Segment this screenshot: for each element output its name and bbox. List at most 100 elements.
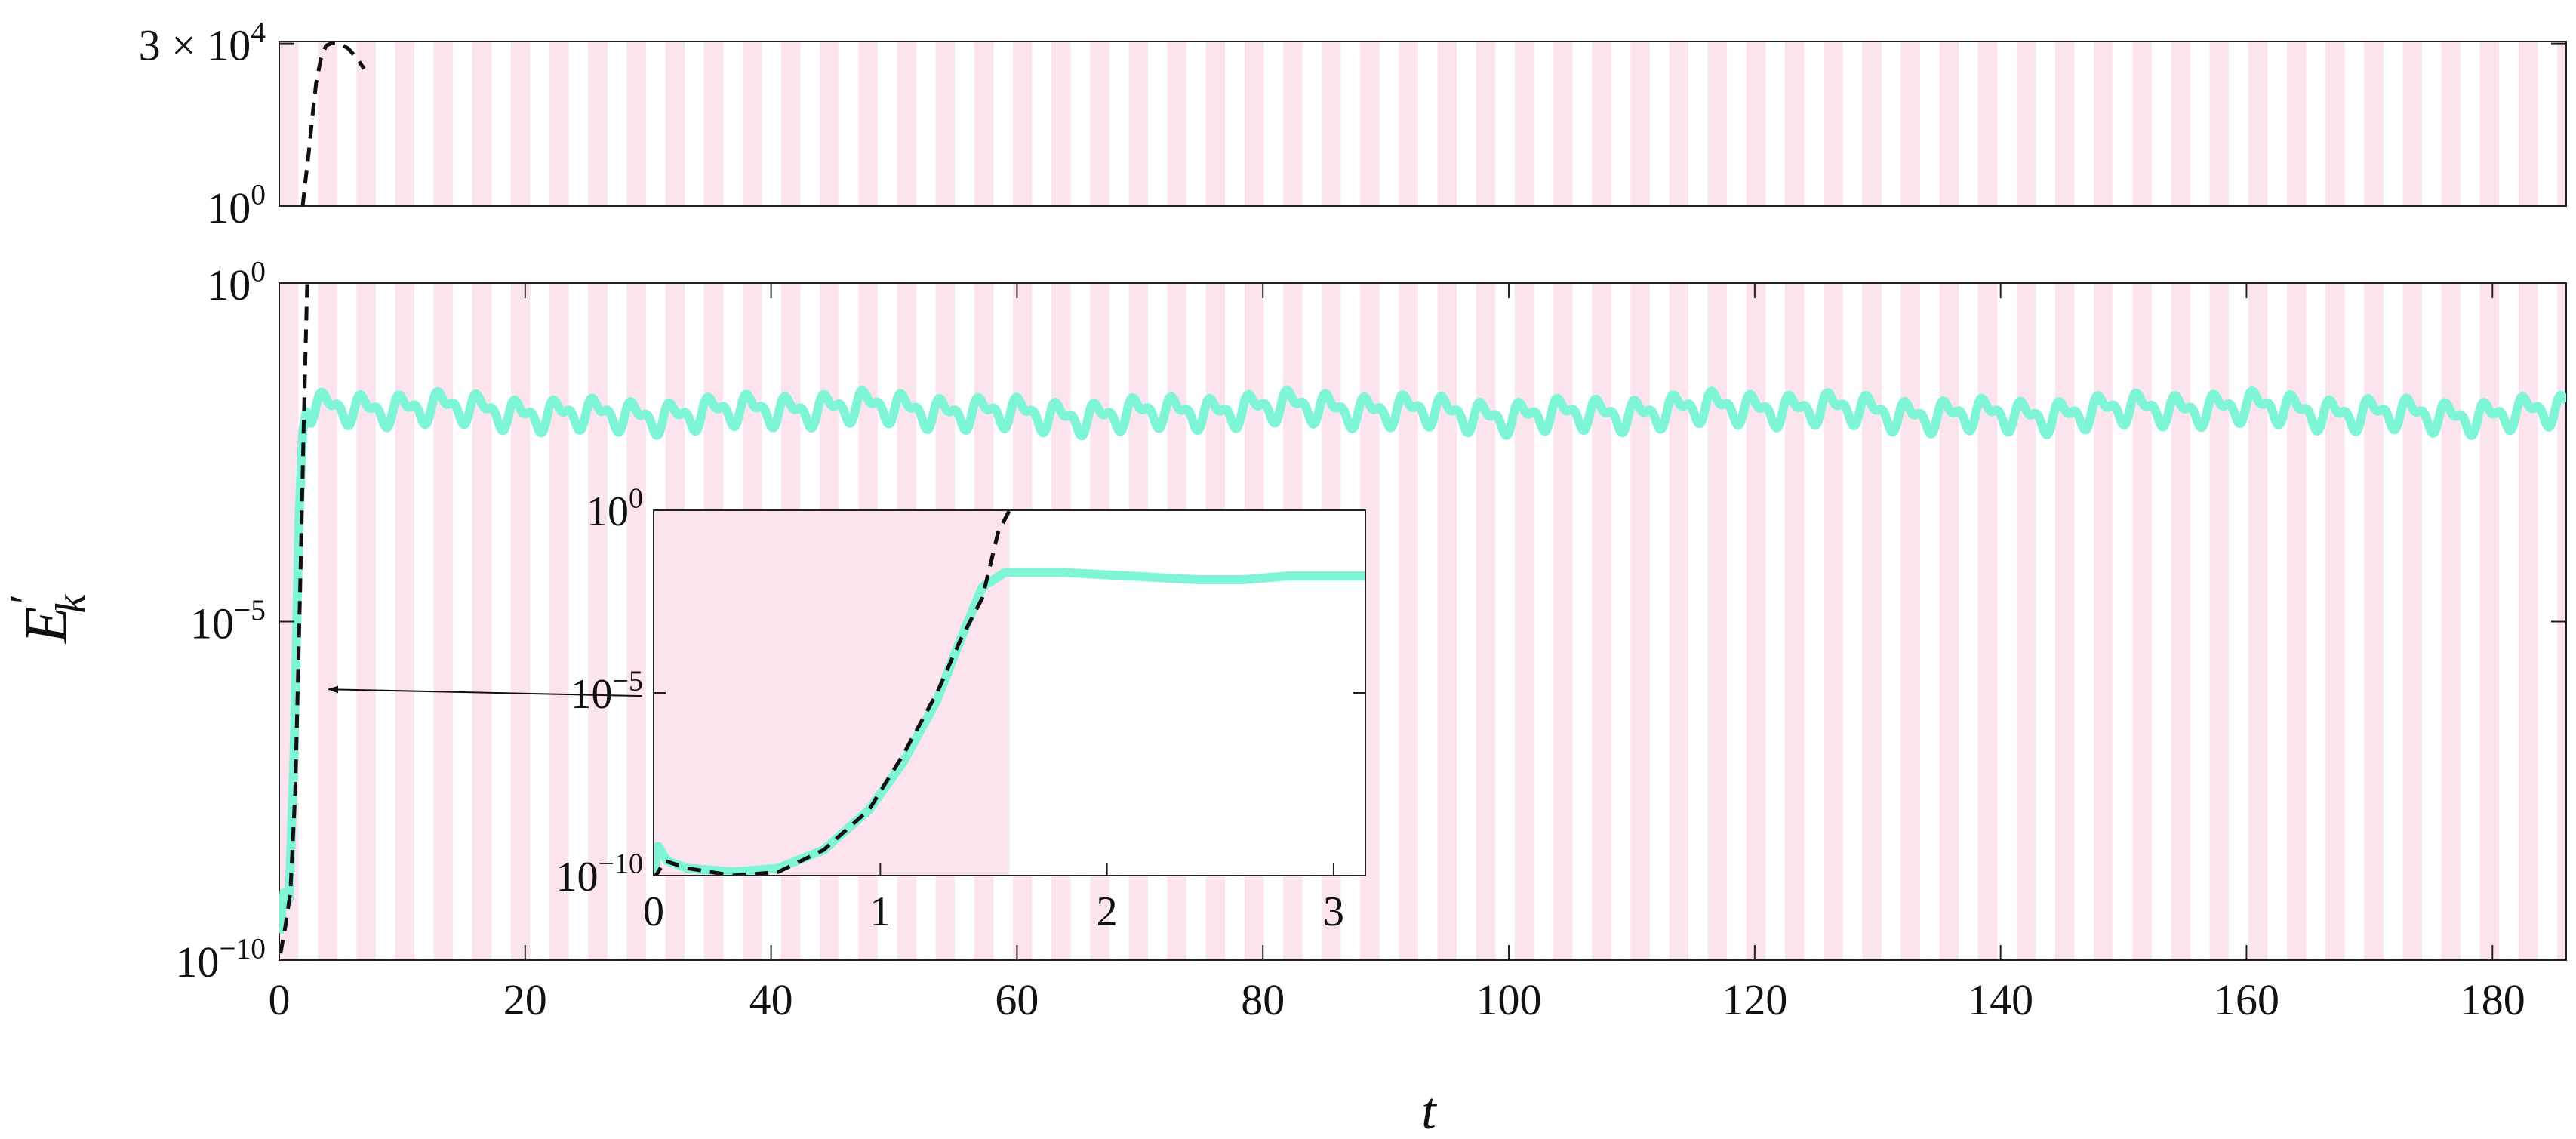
main-shading-band xyxy=(2209,283,2230,960)
main-shading-band xyxy=(472,283,492,960)
top-shading-band xyxy=(433,42,454,206)
top-shading-band xyxy=(2248,42,2268,206)
top-shading-band xyxy=(1090,42,1109,206)
main-shading-band xyxy=(2054,283,2075,960)
top-shading-band xyxy=(2094,42,2113,206)
top-shading-band xyxy=(1514,42,1534,206)
top-shading-band xyxy=(1746,42,1766,206)
main-shading-band xyxy=(2441,283,2461,960)
main-series-group xyxy=(279,283,2566,954)
top-shading-band xyxy=(2171,42,2191,206)
top-shading-band xyxy=(897,42,917,206)
main-shading-band xyxy=(1900,283,1920,960)
main-shading-band xyxy=(2286,283,2307,960)
top-shading-band xyxy=(356,42,376,206)
main-shading-band xyxy=(2402,283,2422,960)
top-shading-band xyxy=(2325,42,2345,206)
top-shading-band xyxy=(1592,42,1611,206)
x-tick-label: 60 xyxy=(995,975,1039,1024)
inset-x-ticks: 0 1 2 3 xyxy=(643,863,1344,935)
top-shading-band xyxy=(1784,42,1805,206)
main-shading-band xyxy=(1824,283,1843,960)
top-shading-band xyxy=(549,42,569,206)
top-shading-band xyxy=(318,42,337,206)
main-shading-band xyxy=(510,283,531,960)
top-shading-band xyxy=(1862,42,1882,206)
top-shading-band xyxy=(1630,42,1650,206)
top-shading-band xyxy=(1939,42,1959,206)
top-shading-band xyxy=(472,42,492,206)
top-shading-band xyxy=(1322,42,1341,206)
main-shading-band xyxy=(318,283,337,960)
main-shading-band xyxy=(395,283,415,960)
main-cyan-series xyxy=(279,386,2566,934)
inset-y-tick-label: 100 xyxy=(586,482,643,535)
inset-pointer-arrow xyxy=(328,685,642,697)
top-shading-band xyxy=(1669,42,1689,206)
y-axis-label: E′k xyxy=(1,593,94,644)
top-panel: 100 3 × 104 xyxy=(139,15,2567,232)
top-shading-band xyxy=(820,42,839,206)
top-shading-band xyxy=(1282,42,1303,206)
main-shading-band xyxy=(1669,283,1689,960)
top-shading-band xyxy=(1824,42,1843,206)
top-shading-band xyxy=(1399,42,1418,206)
top-shading-band xyxy=(1244,42,1264,206)
main-shading-band xyxy=(1437,283,1457,960)
top-shading-band xyxy=(2016,42,2036,206)
top-shading-band xyxy=(1012,42,1033,206)
top-shading-band xyxy=(1977,42,1998,206)
inset-shading xyxy=(654,510,1010,876)
inset-x-tick-label: 0 xyxy=(643,888,664,935)
x-tick-label: 20 xyxy=(503,975,547,1024)
x-axis-label: t xyxy=(1421,1082,1437,1139)
top-shading-band xyxy=(279,42,299,206)
x-tick-label: 180 xyxy=(2460,975,2525,1024)
top-shading-band xyxy=(742,42,762,206)
main-shading-band xyxy=(1977,283,1998,960)
top-shading-band xyxy=(703,42,724,206)
main-shading-band xyxy=(1862,283,1882,960)
top-y-tick-label: 100 xyxy=(207,178,266,232)
main-dashed-series xyxy=(279,283,309,954)
top-shading-band xyxy=(2441,42,2461,206)
main-shading-band xyxy=(2016,283,2036,960)
top-shading-band xyxy=(1476,42,1496,206)
top-y-tick-label: 3 × 104 xyxy=(139,15,266,69)
main-shading-band xyxy=(2248,283,2268,960)
x-tick-label: 120 xyxy=(1722,975,1787,1024)
inset-y-tick-label: 10−10 xyxy=(556,848,643,900)
top-shading-band xyxy=(858,42,878,206)
main-shading-band xyxy=(1553,283,1573,960)
main-shading-band xyxy=(2132,283,2152,960)
main-shading-band xyxy=(1592,283,1611,960)
top-shading-band xyxy=(2479,42,2500,206)
top-shading-band xyxy=(2364,42,2384,206)
main-shading-band xyxy=(1707,283,1728,960)
main-shading-band xyxy=(2325,283,2345,960)
main-y-ticks: 10−10 10−5 100 xyxy=(175,255,2566,987)
main-shading-band xyxy=(1784,283,1805,960)
top-shading-band xyxy=(588,42,608,206)
y-tick-label: 10−5 xyxy=(190,593,266,648)
inset-x-tick-label: 1 xyxy=(869,888,891,935)
top-shading-band xyxy=(2402,42,2422,206)
top-shading-band xyxy=(665,42,685,206)
top-shading-band xyxy=(1437,42,1457,206)
top-shading-band xyxy=(2132,42,2152,206)
inset-y-tick-label: 10−5 xyxy=(570,665,643,718)
top-shading-band xyxy=(1205,42,1226,206)
main-shading-band xyxy=(433,283,454,960)
main-shading-band xyxy=(1476,283,1496,960)
main-shading-band xyxy=(2171,283,2191,960)
top-shading-band xyxy=(2054,42,2075,206)
main-shading-band xyxy=(1514,283,1534,960)
top-shading-bands xyxy=(279,42,2566,206)
inset-dashed-series xyxy=(654,510,1011,876)
top-shading-band xyxy=(780,42,801,206)
x-tick-label: 160 xyxy=(2214,975,2279,1024)
main-shading-band xyxy=(2518,283,2538,960)
top-shading-band xyxy=(935,42,956,206)
